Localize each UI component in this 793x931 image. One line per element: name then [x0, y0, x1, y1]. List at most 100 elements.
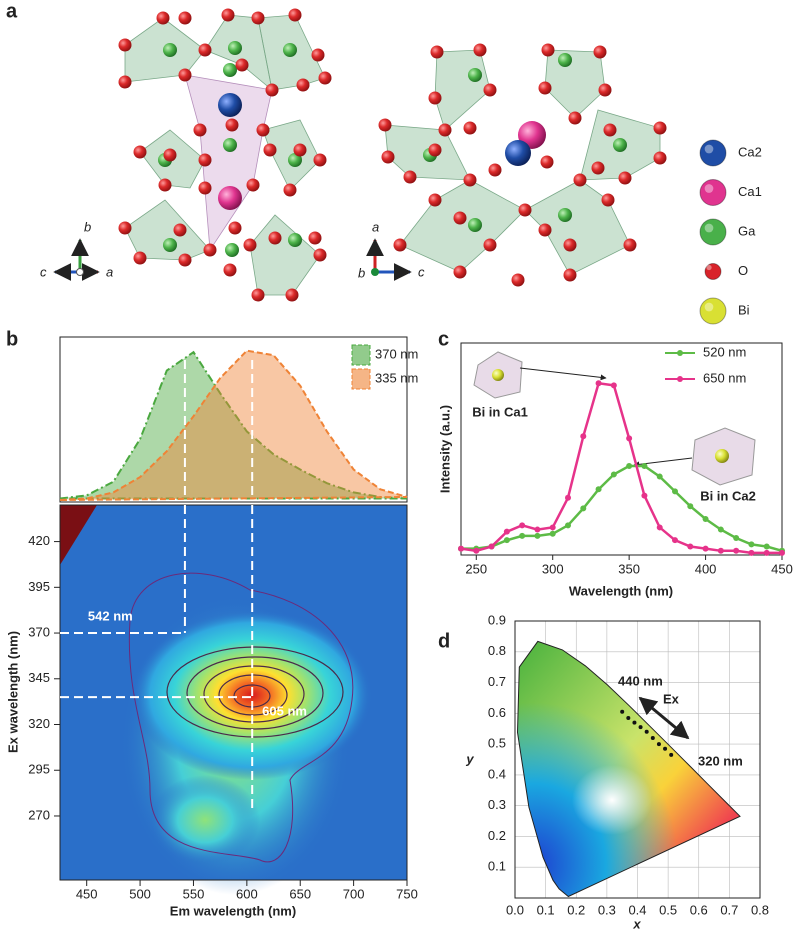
crystal-structure: [53, 8, 667, 302]
atom: [225, 118, 239, 132]
point: [473, 547, 480, 554]
atom: [591, 161, 605, 175]
point: [672, 537, 678, 544]
axis-letter: b: [358, 265, 365, 280]
atom: [540, 155, 554, 169]
atom: [193, 123, 207, 137]
point: [663, 746, 668, 751]
x-tick-label: 350: [618, 561, 640, 576]
point: [656, 473, 663, 480]
atom: [268, 231, 282, 245]
point: [503, 528, 510, 535]
area: [59, 350, 408, 500]
point: [580, 433, 587, 440]
y-tick-label: 0.2: [488, 828, 506, 843]
point: [656, 742, 661, 747]
polyhedron: [544, 49, 606, 119]
atom: [603, 123, 617, 137]
point: [644, 729, 649, 734]
x-tick-label: 250: [465, 561, 487, 576]
atom: [311, 48, 325, 62]
y-axis-label: y: [465, 751, 474, 766]
legend-label: Ca2: [738, 144, 762, 159]
atom: [225, 243, 239, 257]
legend-swatch: [351, 344, 371, 366]
point: [620, 709, 625, 714]
x-axis-label: Em wavelength (nm): [170, 903, 296, 918]
gamut-fill: [572, 765, 652, 835]
panel-label: a: [6, 0, 18, 22]
x-tick-label: 0.3: [598, 902, 616, 917]
point: [503, 537, 510, 544]
panel-label: d: [438, 630, 450, 652]
point: [626, 435, 633, 442]
atom: [463, 173, 477, 187]
atom: [198, 43, 212, 57]
atom: [573, 173, 587, 187]
y-tick-label: 0.4: [488, 766, 506, 781]
atom: [285, 288, 299, 302]
point: [626, 462, 633, 469]
line: [460, 381, 782, 555]
atom: [178, 11, 192, 25]
atom: [463, 121, 477, 135]
atom: [251, 11, 265, 25]
plot-frame: [59, 336, 408, 503]
point: [610, 471, 617, 478]
point: [519, 532, 526, 539]
atom: [223, 138, 237, 152]
plot-frame: [460, 342, 783, 556]
atom: [178, 253, 192, 267]
atom: [313, 153, 327, 167]
point: [748, 549, 755, 556]
y-tick-label: 0.1: [488, 859, 506, 874]
atom: [403, 170, 417, 184]
y-tick-label: 420: [28, 533, 50, 548]
axis-origin: [76, 268, 84, 276]
legend-marker: [677, 350, 683, 356]
atom: [558, 53, 572, 67]
atom: [563, 268, 577, 282]
atom: [163, 148, 177, 162]
annotation: Bi in Ca2: [700, 488, 756, 503]
point: [733, 547, 740, 554]
y-tick-label: 320: [28, 716, 50, 731]
x-tick-label: 0.0: [506, 902, 524, 917]
x-tick-label: 0.1: [537, 902, 555, 917]
atom: [178, 68, 192, 82]
atom: [156, 11, 170, 25]
atom: [283, 183, 297, 197]
legend-label: 370 nm: [375, 346, 418, 361]
point: [733, 535, 740, 542]
atom: [601, 193, 615, 207]
x-tick-label: 300: [542, 561, 564, 576]
atom: [198, 153, 212, 167]
atom: [223, 63, 237, 77]
x-tick-label: 600: [236, 886, 258, 901]
atom: [468, 218, 482, 232]
legend-swatch: [699, 297, 727, 325]
point: [632, 720, 637, 725]
legend-label: Bi: [738, 302, 750, 317]
axis-origin: [371, 268, 379, 276]
atom: [393, 238, 407, 252]
y-axis-label: Intensity (a.u.): [437, 405, 452, 493]
atom: [288, 233, 302, 247]
guide-label: 605 nm: [262, 704, 307, 719]
atom: [518, 203, 532, 217]
y-tick-label: 0.8: [488, 643, 506, 658]
arrow: [519, 367, 607, 381]
legend-label: Ga: [738, 223, 756, 238]
atom: [538, 81, 552, 95]
polyhedron: [399, 179, 526, 273]
atom: [538, 223, 552, 237]
x-tick-label: 450: [76, 886, 98, 901]
atom: [118, 75, 132, 89]
point: [549, 524, 556, 531]
atom: [505, 140, 531, 166]
contour-map: [59, 504, 408, 895]
polyhedron: [249, 214, 321, 296]
annotation: 320 nm: [698, 753, 743, 768]
point: [626, 715, 631, 720]
